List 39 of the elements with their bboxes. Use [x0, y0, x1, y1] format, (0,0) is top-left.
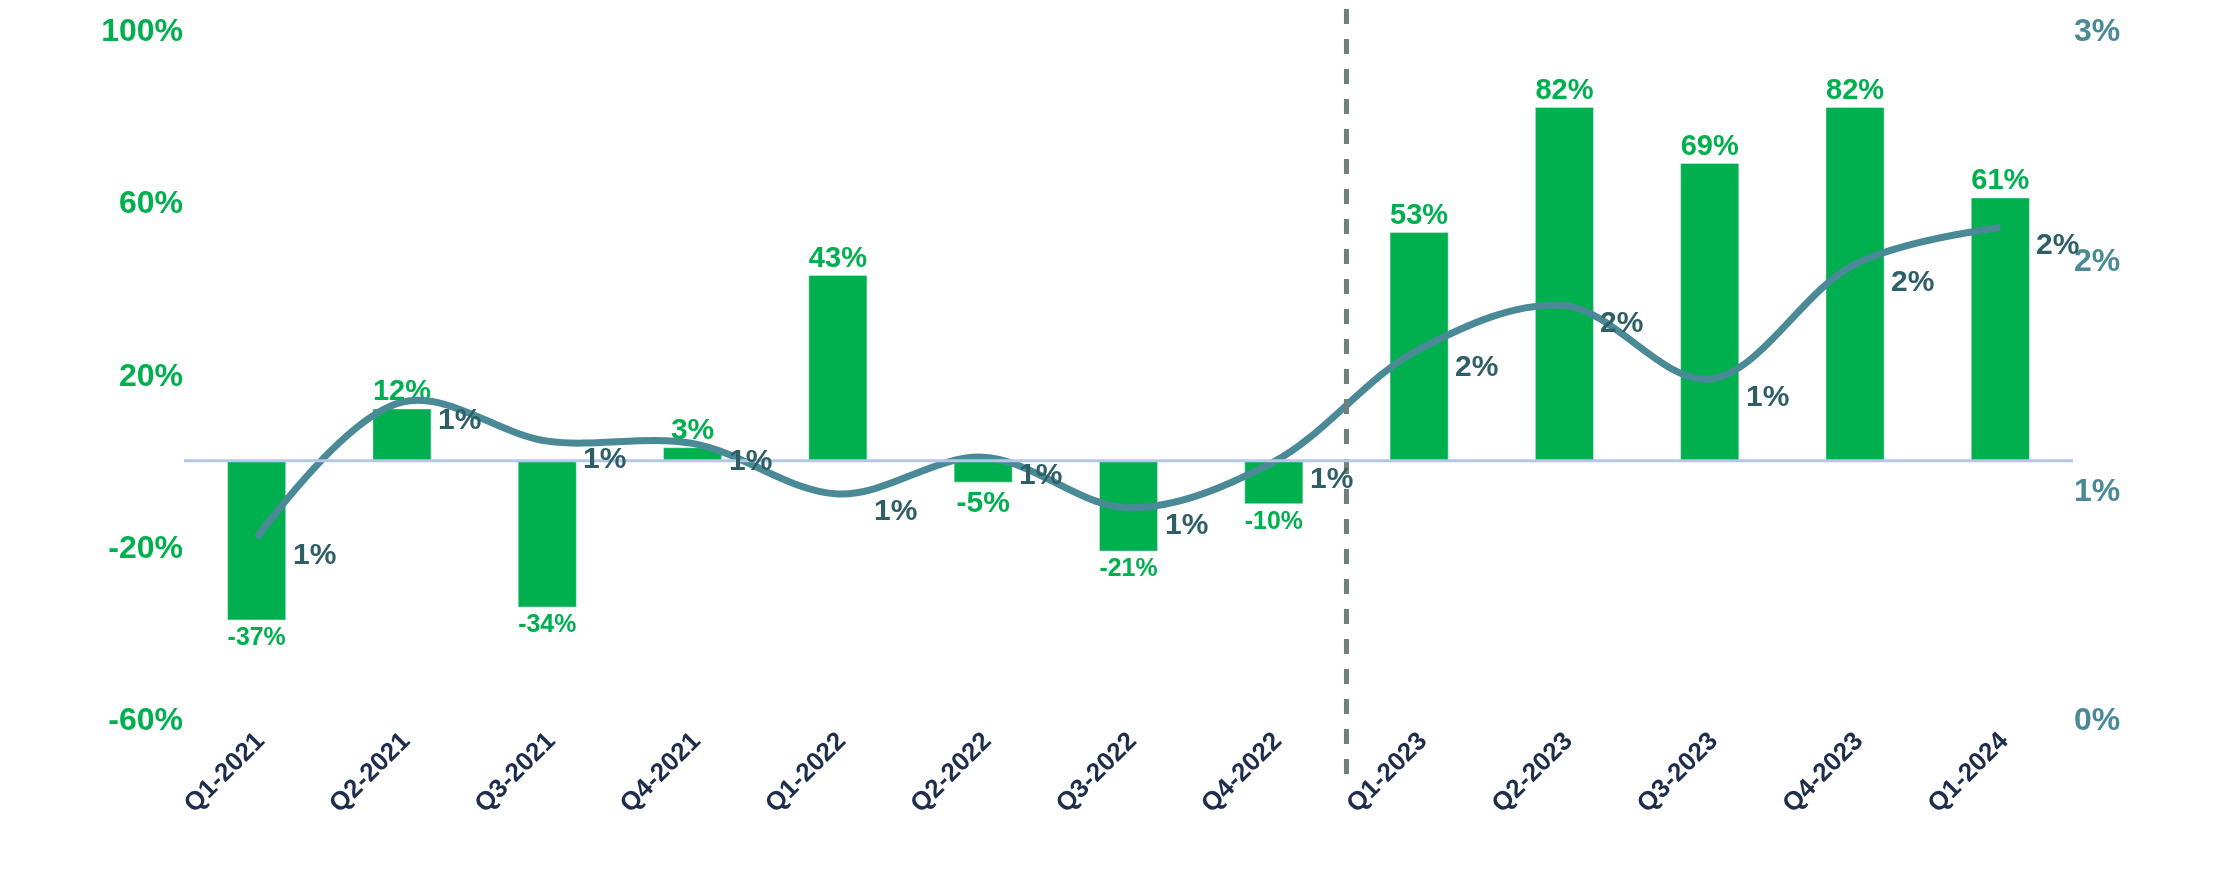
data-label: 61%: [1971, 163, 2030, 196]
bar: [227, 460, 286, 621]
bar: [1825, 107, 1885, 461]
data-label: -21%: [1099, 553, 1158, 582]
data-label: -34%: [518, 609, 577, 638]
data-label: 2%: [1455, 349, 1499, 382]
y2-tick-label: 1%: [2074, 471, 2121, 508]
data-label: 1%: [1165, 507, 1209, 540]
data-label: 82%: [1826, 72, 1885, 105]
data-label: 1%: [874, 493, 918, 526]
data-label: -10%: [1244, 506, 1303, 535]
data-label: 69%: [1680, 128, 1739, 161]
data-label: 1%: [1310, 461, 1354, 494]
y-tick-label: -20%: [108, 528, 183, 565]
data-label: 43%: [808, 240, 868, 273]
bar: [1680, 163, 1740, 461]
data-label: 1%: [293, 537, 337, 570]
bar: [372, 408, 432, 461]
bar: [953, 460, 1013, 483]
bar: [1971, 197, 2030, 461]
y-tick-label: -60%: [108, 701, 183, 738]
bar: [808, 275, 868, 461]
data-label: 3%: [670, 411, 715, 445]
data-label: 53%: [1390, 197, 1449, 230]
y-tick-label: 60%: [118, 184, 183, 221]
data-label: 1%: [438, 402, 482, 435]
y-tick-label: 20%: [118, 356, 183, 393]
data-label: 1%: [583, 441, 627, 474]
data-label: -5%: [956, 485, 1010, 519]
data-label: -37%: [227, 622, 286, 651]
bar: [517, 460, 577, 608]
y2-tick-label: 3%: [2074, 12, 2121, 49]
data-label: 1%: [1746, 379, 1790, 412]
data-label: 2%: [1891, 264, 1935, 297]
bar: [1535, 107, 1594, 461]
data-label: 82%: [1535, 72, 1594, 105]
y2-tick-label: 0%: [2074, 701, 2121, 738]
bar: [1389, 232, 1449, 461]
y-tick-label: 100%: [101, 12, 183, 49]
